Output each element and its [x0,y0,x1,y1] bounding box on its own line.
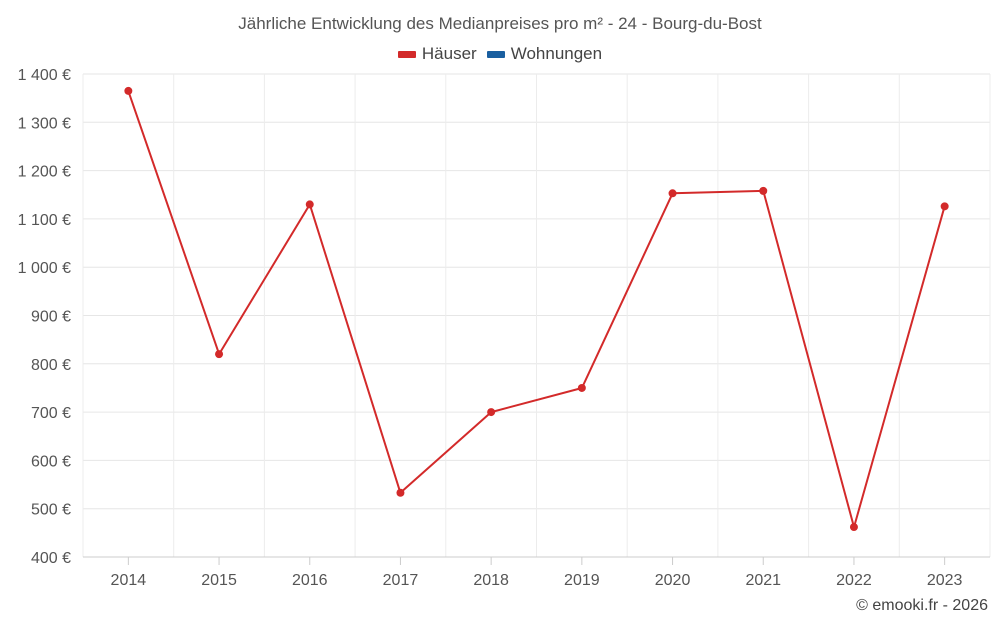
y-tick-label: 1 000 € [18,260,71,277]
legend-item-wohnungen[interactable]: Wohnungen [486,44,603,64]
data-point[interactable] [849,523,858,532]
legend-swatch-wohnungen [486,50,505,58]
data-point[interactable] [759,186,768,195]
y-tick-label: 700 € [31,405,71,422]
x-tick-label: 2014 [111,572,147,589]
legend-label-haeuser: Häuser [421,44,477,63]
chart-title: Jährliche Entwicklung des Medianpreises … [238,14,762,33]
legend-swatch-haeuser [397,50,416,58]
y-tick-label: 600 € [31,453,71,470]
x-tick-label: 2019 [564,572,600,589]
credit-text: © emooki.fr - 2026 [856,597,988,614]
x-tick-label: 2022 [836,572,872,589]
x-tick-label: 2023 [927,572,963,589]
legend-item-haeuser[interactable]: Häuser [397,44,477,64]
series-line-0 [127,90,946,529]
x-tick-label: 2018 [473,572,509,589]
y-tick-label: 1 300 € [18,115,71,132]
data-point[interactable] [305,200,314,209]
data-point[interactable] [396,488,405,497]
x-tick-label: 2015 [201,572,237,589]
data-point[interactable] [668,189,677,198]
data-point[interactable] [487,408,496,417]
data-point[interactable] [215,350,224,359]
x-tick-label: 2020 [655,572,691,589]
x-tick-label: 2017 [383,572,419,589]
data-point[interactable] [940,202,949,211]
y-tick-label: 1 400 € [18,67,71,84]
x-tick-label: 2016 [292,572,328,589]
y-tick-label: 400 € [31,550,71,567]
y-tick-label: 1 200 € [18,164,71,181]
y-tick-label: 800 € [31,357,71,374]
x-tick-label: 2021 [745,572,781,589]
data-point[interactable] [124,86,133,95]
data-point[interactable] [577,383,586,392]
y-tick-label: 500 € [31,502,71,519]
y-tick-label: 900 € [31,309,71,326]
chart-legend: Häuser Wohnungen [0,44,1000,64]
legend-label-wohnungen: Wohnungen [510,44,603,63]
y-tick-label: 1 100 € [18,212,71,229]
